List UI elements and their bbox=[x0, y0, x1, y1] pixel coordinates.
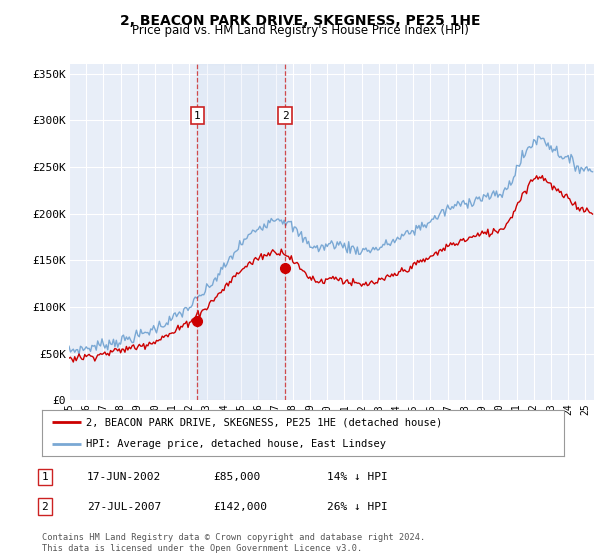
Text: Contains HM Land Registry data © Crown copyright and database right 2024.
This d: Contains HM Land Registry data © Crown c… bbox=[42, 533, 425, 553]
Text: 26% ↓ HPI: 26% ↓ HPI bbox=[327, 502, 388, 512]
Text: 14% ↓ HPI: 14% ↓ HPI bbox=[327, 472, 388, 482]
Text: £142,000: £142,000 bbox=[213, 502, 267, 512]
Text: 2: 2 bbox=[41, 502, 49, 512]
Text: £85,000: £85,000 bbox=[213, 472, 260, 482]
Text: 1: 1 bbox=[194, 111, 201, 121]
Text: 17-JUN-2002: 17-JUN-2002 bbox=[87, 472, 161, 482]
Text: 2, BEACON PARK DRIVE, SKEGNESS, PE25 1HE: 2, BEACON PARK DRIVE, SKEGNESS, PE25 1HE bbox=[120, 14, 480, 28]
Text: 1: 1 bbox=[41, 472, 49, 482]
Text: Price paid vs. HM Land Registry's House Price Index (HPI): Price paid vs. HM Land Registry's House … bbox=[131, 24, 469, 36]
Text: 2: 2 bbox=[282, 111, 289, 121]
Text: 2, BEACON PARK DRIVE, SKEGNESS, PE25 1HE (detached house): 2, BEACON PARK DRIVE, SKEGNESS, PE25 1HE… bbox=[86, 417, 443, 427]
Bar bbox=[197, 64, 285, 400]
Text: HPI: Average price, detached house, East Lindsey: HPI: Average price, detached house, East… bbox=[86, 440, 386, 450]
Text: 27-JUL-2007: 27-JUL-2007 bbox=[87, 502, 161, 512]
